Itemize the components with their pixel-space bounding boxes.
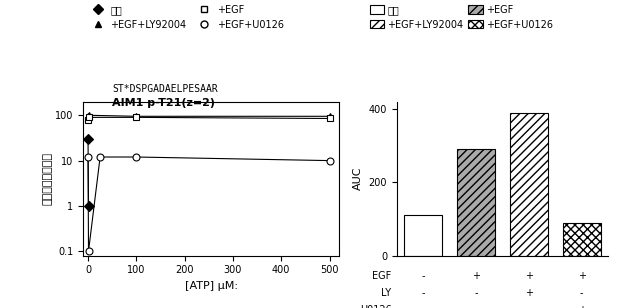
+EGF+LY92004 xyxy=(326,115,333,118)
Bar xyxy=(563,223,600,256)
+EGF+LY92004 xyxy=(84,113,92,117)
Line: +EGF+LY92004: +EGF+LY92004 xyxy=(84,112,333,120)
Text: -: - xyxy=(474,305,477,308)
Line: +EGF: +EGF xyxy=(84,114,333,123)
+EGF+U0126 xyxy=(132,155,140,159)
Text: AIM1 p-T21(z=2): AIM1 p-T21(z=2) xyxy=(112,98,215,108)
Text: -: - xyxy=(422,288,425,298)
Legend: 対照, +EGF+LY92004, +EGF, +EGF+U0126: 対照, +EGF+LY92004, +EGF, +EGF+U0126 xyxy=(88,5,284,30)
Text: -: - xyxy=(527,305,531,308)
対照 xyxy=(84,137,92,141)
+EGF+LY92004 xyxy=(84,115,92,118)
Text: +: + xyxy=(577,305,586,308)
Text: -: - xyxy=(422,271,425,281)
Text: +: + xyxy=(525,288,532,298)
+EGF+U0126 xyxy=(84,155,92,159)
+EGF+U0126 xyxy=(84,249,92,253)
Legend: 対照, +EGF+LY92004, +EGF, +EGF+U0126: 対照, +EGF+LY92004, +EGF, +EGF+U0126 xyxy=(370,5,553,30)
X-axis label: [ATP] μM:: [ATP] μM: xyxy=(185,281,237,291)
Text: ST*DSPGADAELPESAAR: ST*DSPGADAELPESAAR xyxy=(112,84,218,94)
Text: U0126: U0126 xyxy=(360,305,392,308)
+EGF+U0126 xyxy=(326,159,333,162)
Bar xyxy=(510,113,548,256)
Line: 対照: 対照 xyxy=(84,136,92,209)
+EGF+LY92004 xyxy=(132,115,140,118)
Y-axis label: 規格化された活性: 規格化された活性 xyxy=(42,152,52,205)
+EGF+U0126 xyxy=(96,155,104,159)
Text: LY: LY xyxy=(381,288,392,298)
+EGF xyxy=(84,118,92,122)
Text: +: + xyxy=(525,271,532,281)
Text: -: - xyxy=(474,288,477,298)
Bar xyxy=(457,149,495,256)
+EGF xyxy=(326,117,333,120)
Text: +: + xyxy=(577,271,586,281)
Text: +: + xyxy=(472,271,480,281)
Line: +EGF+U0126: +EGF+U0126 xyxy=(84,154,333,255)
対照 xyxy=(84,204,92,208)
Bar xyxy=(404,215,442,256)
Text: -: - xyxy=(580,288,583,298)
Text: EGF: EGF xyxy=(372,271,392,281)
+EGF xyxy=(132,116,140,119)
+EGF xyxy=(84,116,92,119)
Text: -: - xyxy=(422,305,425,308)
Y-axis label: AUC: AUC xyxy=(353,167,363,190)
